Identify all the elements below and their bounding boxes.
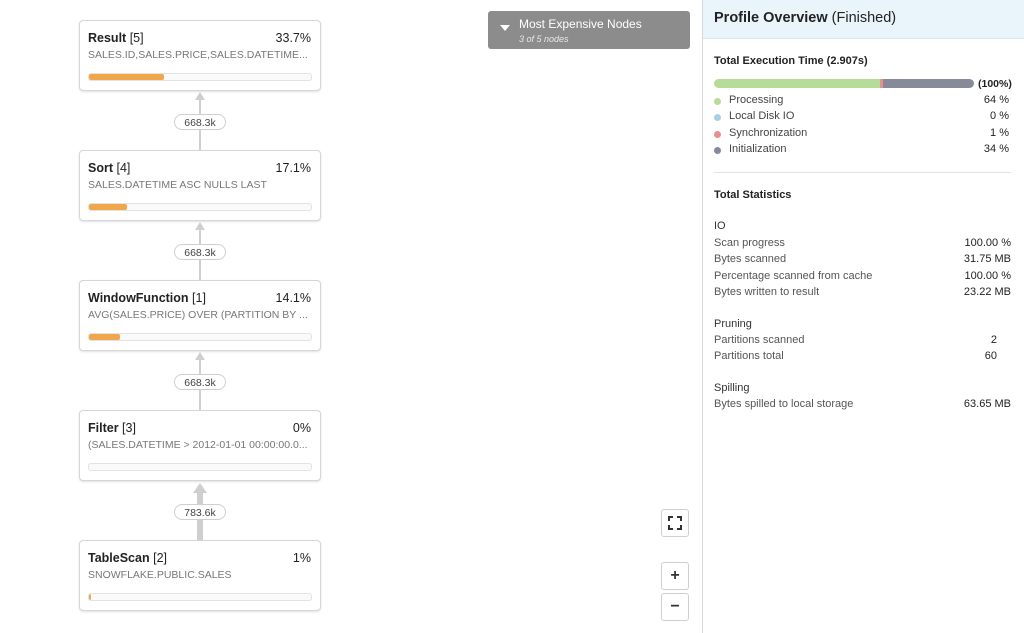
node-sort[interactable]: Sort [4] 17.1% SALES.DATETIME ASC NULLS … <box>79 150 321 221</box>
stat-row: Bytes spilled to local storage 63.65 MB <box>714 398 1011 410</box>
edge-arrow-icon <box>195 222 205 230</box>
panel-header: Profile Overview (Finished) <box>703 0 1024 39</box>
node-detail: SALES.DATETIME ASC NULLS LAST <box>88 179 267 191</box>
stat-row: Bytes scanned 31.75 MB <box>714 253 1011 265</box>
node-progress-fill <box>89 204 127 210</box>
legend-processing: Processing 64 % <box>714 94 1009 108</box>
node-title: WindowFunction [1] <box>88 291 206 305</box>
node-result[interactable]: Result [5] 33.7% SALES.ID,SALES.PRICE,SA… <box>79 20 321 91</box>
edge-arrow-icon <box>195 352 205 360</box>
legend-dot-icon <box>714 131 721 138</box>
node-progress-bar <box>88 463 312 471</box>
panel-status: (Finished) <box>831 10 897 26</box>
node-progress-bar <box>88 333 312 341</box>
most-expensive-nodes-title: Most Expensive Nodes <box>519 17 642 31</box>
most-expensive-nodes-dropdown[interactable]: Most Expensive Nodes 3 of 5 nodes <box>488 11 690 49</box>
legend-local-disk-io: Local Disk IO 0 % <box>714 110 1009 124</box>
group-title-io: IO <box>714 220 726 232</box>
node-progress-fill <box>89 334 121 340</box>
node-table-scan[interactable]: TableScan [2] 1% SNOWFLAKE.PUBLIC.SALES <box>79 540 321 611</box>
node-detail: SALES.ID,SALES.PRICE,SALES.DATETIME... <box>88 49 308 61</box>
node-progress-bar <box>88 73 312 81</box>
edge-arrow-icon <box>195 92 205 100</box>
execution-time-title: Total Execution Time (2.907s) <box>714 55 868 67</box>
node-percent: 17.1% <box>275 161 311 175</box>
execution-time-bar <box>714 79 974 88</box>
node-progress-bar <box>88 593 312 601</box>
group-title-spilling: Spilling <box>714 382 750 394</box>
node-detail: SNOWFLAKE.PUBLIC.SALES <box>88 569 232 581</box>
legend-dot-icon <box>714 114 721 121</box>
node-progress-fill <box>89 74 164 80</box>
node-percent: 14.1% <box>275 291 311 305</box>
stat-row: Percentage scanned from cache 100.00 % <box>714 270 1011 282</box>
edge-arrow-icon <box>193 483 207 493</box>
stat-row: Partitions total 60 <box>714 350 997 362</box>
fit-screen-icon <box>668 516 682 530</box>
legend-dot-icon <box>714 98 721 105</box>
node-title: Filter [3] <box>88 421 136 435</box>
edge-row-count: 783.6k <box>174 504 226 520</box>
bar-segment-processing <box>714 79 881 88</box>
panel-title: Profile Overview <box>714 10 828 26</box>
node-progress-fill <box>89 594 91 600</box>
legend-initialization: Initialization 34 % <box>714 143 1009 157</box>
zoom-in-button[interactable]: + <box>661 562 689 590</box>
stat-row: Scan progress 100.00 % <box>714 237 1011 249</box>
edge-row-count: 668.3k <box>174 374 226 390</box>
node-title: Result [5] <box>88 31 144 45</box>
stat-row: Partitions scanned 2 <box>714 334 997 346</box>
bar-segment-synchronization <box>880 79 883 88</box>
bar-segment-initialization <box>882 79 974 88</box>
most-expensive-nodes-count: 3 of 5 nodes <box>519 34 569 44</box>
legend-synchronization: Synchronization 1 % <box>714 127 1009 141</box>
zoom-out-button[interactable]: − <box>661 593 689 621</box>
node-percent: 1% <box>292 551 311 565</box>
edge-row-count: 668.3k <box>174 244 226 260</box>
edge-row-count: 668.3k <box>174 114 226 130</box>
node-window-function[interactable]: WindowFunction [1] 14.1% AVG(SALES.PRICE… <box>79 280 321 351</box>
node-progress-bar <box>88 203 312 211</box>
query-graph-canvas[interactable]: Result [5] 33.7% SALES.ID,SALES.PRICE,SA… <box>0 0 702 633</box>
node-percent: 0% <box>292 421 311 435</box>
node-detail: AVG(SALES.PRICE) OVER (PARTITION BY ... <box>88 309 308 321</box>
total-statistics-title: Total Statistics <box>714 189 792 201</box>
node-title: Sort [4] <box>88 161 131 175</box>
node-detail: (SALES.DATETIME > 2012-01-01 00:00:00.0.… <box>88 439 308 451</box>
stat-row: Bytes written to result 23.22 MB <box>714 286 1011 298</box>
node-filter[interactable]: Filter [3] 0% (SALES.DATETIME > 2012-01-… <box>79 410 321 481</box>
caret-down-icon <box>500 25 510 31</box>
legend-dot-icon <box>714 147 721 154</box>
divider <box>714 172 1011 173</box>
execution-time-total: (100%) <box>978 78 1012 90</box>
fit-to-screen-button[interactable] <box>661 509 689 537</box>
node-percent: 33.7% <box>275 31 311 45</box>
group-title-pruning: Pruning <box>714 318 752 330</box>
node-title: TableScan [2] <box>88 551 167 565</box>
profile-overview-panel: Profile Overview (Finished) Total Execut… <box>702 0 1024 633</box>
